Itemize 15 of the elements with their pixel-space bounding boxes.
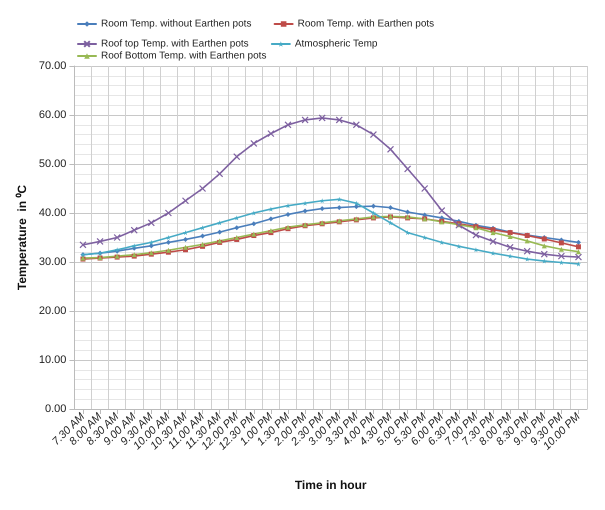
legend-label: Roof top Temp. with Earthen pots <box>101 38 249 50</box>
y-tick-label: 30.00 <box>38 256 66 268</box>
y-tick-label: 70.00 <box>38 60 66 72</box>
legend-label: Room Temp. without Earthen pots <box>101 18 252 30</box>
y-tick-label: 50.00 <box>38 158 66 170</box>
y-tick-label: 60.00 <box>38 109 66 121</box>
legend-label: Room Temp. with Earthen pots <box>298 18 434 30</box>
legend-label: Atmospheric Temp <box>294 38 378 50</box>
x-axis-title: Time in hour <box>294 478 367 492</box>
y-tick-label: 20.00 <box>38 305 66 317</box>
legend-label: Roof Bottom Temp. with Earthen pots <box>101 50 266 62</box>
y-tick-label: 40.00 <box>38 207 66 219</box>
y-tick-label: 10.00 <box>38 354 66 366</box>
y-tick-label: 0.00 <box>45 403 66 415</box>
y-axis-title: Temperature in ⁰C <box>15 184 29 290</box>
